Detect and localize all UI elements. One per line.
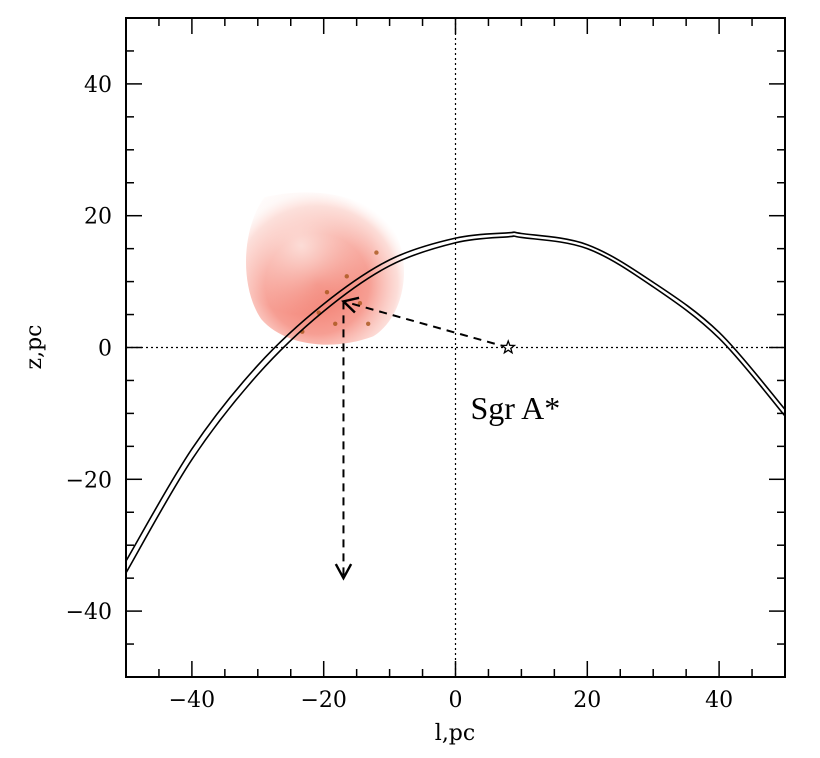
y-tick-label: 0 bbox=[98, 337, 112, 362]
x-tick-label: 40 bbox=[705, 688, 733, 713]
x-tick-label: −20 bbox=[300, 688, 346, 713]
cloud-knot bbox=[357, 301, 363, 306]
sgr-a-star-label: Sgr A* bbox=[470, 390, 560, 426]
orbit-curve-1 bbox=[125, 231, 786, 562]
x-tick-label: −40 bbox=[169, 688, 215, 713]
x-tick-label: 0 bbox=[449, 688, 463, 713]
cloud-knot bbox=[374, 250, 379, 255]
orbit-curve-2 bbox=[125, 235, 786, 574]
cloud-knot bbox=[365, 321, 371, 326]
cloud-knot bbox=[324, 289, 330, 295]
x-axis-label: l,pc bbox=[435, 721, 475, 746]
y-tick-label: 20 bbox=[84, 205, 112, 230]
x-tick-label: 20 bbox=[573, 688, 601, 713]
dashed-arrow-1 bbox=[343, 300, 509, 349]
y-axis-label: z,pc bbox=[22, 325, 47, 370]
cloud-knot bbox=[333, 321, 338, 326]
emission-cloud-image bbox=[246, 192, 405, 345]
y-tick-label: 40 bbox=[84, 73, 112, 98]
cloud-knot bbox=[344, 274, 349, 279]
y-tick-label: −40 bbox=[66, 600, 112, 625]
y-tick-label: −20 bbox=[66, 468, 112, 493]
cloud-highlight bbox=[246, 192, 405, 345]
star-marker bbox=[500, 339, 517, 355]
arrowhead-2 bbox=[334, 563, 353, 581]
